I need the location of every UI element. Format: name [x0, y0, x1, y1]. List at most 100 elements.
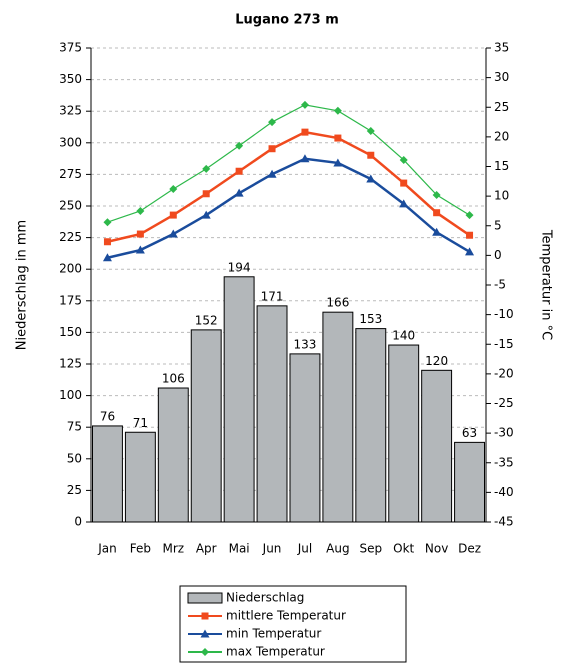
y2-tick-label: 30: [494, 70, 509, 84]
y2-tick-label: -30: [494, 426, 514, 440]
y2-tick-label: -35: [494, 455, 514, 469]
bar: [421, 369, 453, 523]
y-tick-label: 150: [59, 325, 82, 339]
point: [300, 100, 309, 109]
y-tick-label: 300: [59, 135, 82, 149]
y2-axis-title: Temperatur in °C: [539, 229, 554, 340]
x-tick-label: Nov: [425, 542, 448, 556]
bar: [256, 305, 288, 523]
data-label: 140: [392, 329, 415, 343]
point: [169, 185, 178, 194]
point: [300, 154, 310, 163]
point: [301, 128, 309, 136]
point: [102, 253, 112, 262]
y-tick-label: 275: [59, 167, 82, 181]
point: [465, 211, 474, 220]
bar: [124, 431, 156, 523]
legend-label: min Temperatur: [226, 627, 321, 641]
data-label: 133: [294, 337, 317, 351]
point: [333, 106, 342, 115]
legend-marker: [200, 629, 210, 638]
data-label: 194: [228, 260, 251, 274]
data-label: 120: [425, 354, 448, 368]
point: [135, 245, 145, 254]
bar: [157, 387, 189, 523]
point: [235, 141, 244, 150]
data-label: 166: [326, 296, 349, 310]
point: [202, 164, 211, 173]
y-tick-label: 225: [59, 230, 82, 244]
y-tick-label: 350: [59, 72, 82, 86]
y2-tick-label: 0: [494, 248, 502, 262]
point: [433, 209, 441, 217]
point: [400, 179, 408, 187]
chart-title: Lugano 273 m: [235, 13, 339, 28]
data-label: 76: [100, 409, 115, 423]
x-tick-label: Okt: [393, 542, 414, 556]
x-tick-label: Apr: [196, 542, 217, 556]
y-tick-label: 0: [74, 515, 82, 529]
point: [268, 118, 277, 127]
point: [367, 151, 375, 159]
y2-tick-label: 15: [494, 159, 509, 173]
y-tick-label: 325: [59, 104, 82, 118]
point: [136, 230, 144, 238]
y-tick-label: 125: [59, 357, 82, 371]
y-tick-label: 175: [59, 293, 82, 307]
point: [268, 145, 276, 153]
y2-tick-label: -20: [494, 366, 514, 380]
y-axis-title: Niederschlag in mm: [15, 220, 30, 350]
legend-label: mittlere Temperatur: [226, 609, 346, 623]
legend-label: max Temperatur: [226, 645, 325, 659]
point: [169, 211, 177, 219]
y2-tick-label: -5: [494, 278, 506, 292]
line: [107, 157, 471, 259]
y-tick-label: 375: [59, 41, 82, 55]
point: [103, 238, 111, 246]
data-label: 152: [195, 313, 218, 327]
point: [201, 210, 211, 219]
bar: [92, 425, 123, 523]
bar: [355, 328, 387, 523]
x-tick-label: Sep: [359, 542, 382, 556]
x-tick-label: Dez: [458, 542, 481, 556]
y-tick-label: 100: [59, 388, 82, 402]
y-tick-label: 25: [67, 483, 82, 497]
y2-tick-label: -45: [494, 515, 514, 529]
point: [399, 199, 409, 208]
data-label: 153: [359, 312, 382, 326]
point: [432, 190, 441, 199]
y-tick-label: 200: [59, 262, 82, 276]
point: [366, 126, 375, 135]
bar: [223, 276, 255, 523]
legend-swatch: [187, 592, 223, 604]
y2-tick-label: 25: [494, 100, 509, 114]
data-label: 171: [261, 289, 284, 303]
line: [107, 130, 471, 243]
x-tick-label: Aug: [326, 542, 349, 556]
y2-tick-label: -15: [494, 337, 514, 351]
y2-tick-label: 10: [494, 189, 509, 203]
point: [366, 174, 376, 183]
bar: [190, 329, 222, 523]
point: [168, 229, 178, 238]
x-tick-label: Mai: [229, 542, 250, 556]
y2-tick-label: -10: [494, 307, 514, 321]
y-tick-label: 50: [67, 451, 82, 465]
point: [267, 169, 277, 178]
point: [466, 231, 474, 239]
data-label: 63: [462, 426, 477, 440]
point: [234, 188, 244, 197]
x-tick-label: Jun: [262, 542, 282, 556]
data-label: 106: [162, 372, 185, 386]
bar: [289, 353, 321, 523]
legend-marker: [201, 612, 209, 620]
y2-tick-label: 5: [494, 218, 502, 232]
data-label: 71: [133, 416, 148, 430]
legend-label: Niederschlag: [226, 591, 304, 605]
x-tick-label: Jul: [297, 542, 312, 556]
point: [432, 227, 442, 236]
x-tick-label: Feb: [130, 542, 151, 556]
point: [235, 167, 243, 175]
